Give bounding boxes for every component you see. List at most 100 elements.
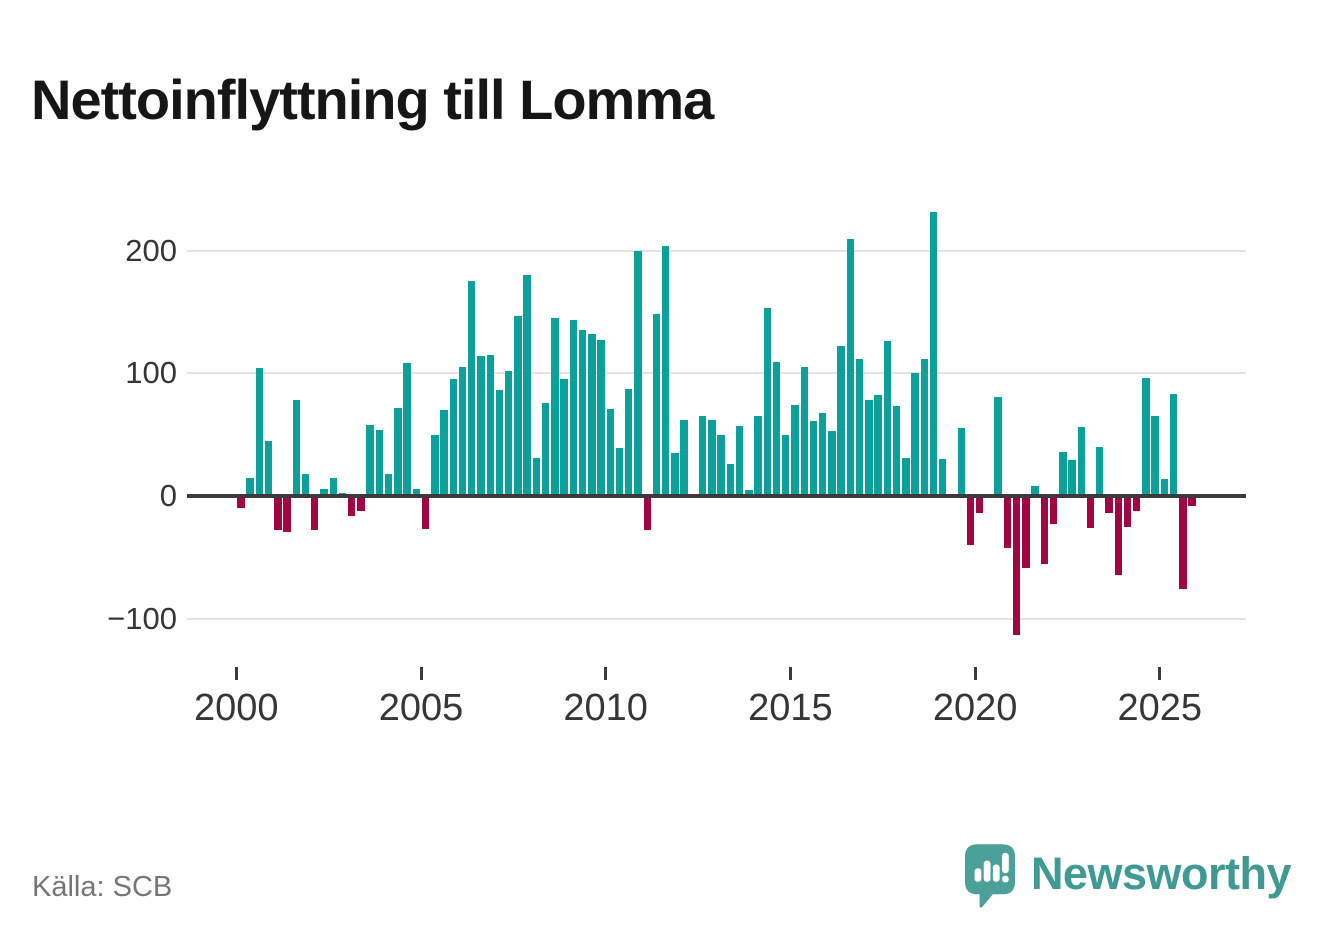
- newsworthy-speech-bubble-chart-icon: [964, 843, 1016, 909]
- bar-2025Q2: [1169, 394, 1178, 494]
- bar-2019Q4: [966, 498, 975, 546]
- bar-2018Q1: [902, 457, 910, 494]
- zero-axis-line: [187, 494, 1246, 498]
- bar-2001Q1: [274, 498, 282, 531]
- bar-2010Q2: [615, 448, 624, 494]
- x-axis-label-2005: 2005: [378, 687, 464, 729]
- bar-2016Q1: [828, 430, 836, 494]
- bar-2010Q1: [606, 408, 614, 494]
- bar-2008Q4: [560, 379, 568, 494]
- bar-2011Q2: [652, 314, 661, 494]
- bar-2010Q3: [625, 389, 633, 494]
- bar-2003Q3: [366, 424, 374, 494]
- brand-logo: Newsworthy: [964, 842, 1292, 910]
- bar-2019Q3: [957, 428, 965, 494]
- bar-2015Q2: [800, 367, 808, 494]
- bar-2008Q1: [532, 457, 541, 494]
- bar-2003Q4: [375, 429, 384, 494]
- bar-2000Q3: [255, 368, 264, 494]
- bar-2012Q1: [680, 419, 688, 494]
- x-axis-label-2010: 2010: [563, 687, 648, 729]
- bar-2004Q4: [412, 488, 421, 494]
- bar-2005Q4: [449, 379, 457, 494]
- bar-2007Q2: [505, 370, 513, 494]
- bar-2018Q4: [929, 212, 938, 494]
- bar-2011Q3: [662, 245, 670, 494]
- bar-2016Q4: [855, 358, 864, 494]
- gridline-y-100: [187, 372, 1246, 375]
- bar-2015Q3: [809, 421, 818, 494]
- bar-2018Q2: [911, 373, 919, 494]
- bar-2025Q1: [1160, 478, 1169, 494]
- x-axis-tick-2015: [788, 667, 792, 680]
- bar-2013Q1: [717, 434, 725, 494]
- bar-2013Q2: [726, 464, 735, 494]
- bar-2021Q4: [1040, 498, 1049, 564]
- bar-2024Q4: [1151, 416, 1159, 494]
- gridline-y--100: [187, 617, 1246, 620]
- bar-2021Q3: [1031, 486, 1039, 494]
- bar-2021Q2: [1022, 498, 1030, 569]
- bar-2008Q3: [551, 318, 559, 494]
- page-title: Nettoinflyttning till Lomma: [31, 67, 714, 131]
- bar-2004Q3: [403, 363, 411, 494]
- bar-2014Q1: [754, 416, 762, 494]
- bar-2014Q3: [772, 362, 781, 494]
- bar-2003Q2: [357, 498, 365, 511]
- gridline-y-200: [187, 249, 1246, 252]
- bar-2001Q2: [283, 498, 291, 532]
- bar-2018Q3: [920, 358, 928, 494]
- bar-2022Q3: [1068, 460, 1076, 494]
- x-axis-label-2025: 2025: [1117, 687, 1203, 729]
- y-axis-label-200: 200: [125, 232, 177, 268]
- bar-2005Q3: [440, 410, 448, 494]
- bar-2020Q1: [976, 498, 984, 514]
- bar-2016Q2: [837, 346, 845, 494]
- bar-2024Q3: [1142, 378, 1150, 494]
- bar-2007Q3: [514, 315, 522, 494]
- bar-2011Q4: [671, 453, 679, 494]
- bar-2000Q1: [237, 498, 245, 509]
- bar-2023Q2: [1096, 446, 1104, 494]
- x-axis-label-2000: 2000: [194, 687, 279, 729]
- x-axis-tick-2005: [419, 667, 423, 680]
- x-axis-label-2020: 2020: [932, 687, 1018, 729]
- bar-2012Q4: [708, 419, 716, 494]
- bar-2022Q1: [1049, 498, 1058, 525]
- x-axis-tick-2000: [234, 667, 238, 680]
- bar-2000Q2: [246, 477, 254, 494]
- bar-2019Q1: [939, 459, 947, 494]
- x-axis-tick-2020: [973, 667, 977, 680]
- bar-2024Q2: [1132, 498, 1141, 511]
- bar-2006Q3: [477, 356, 485, 494]
- bar-2009Q1: [569, 320, 578, 494]
- bar-2014Q2: [763, 308, 771, 494]
- bar-2013Q4: [745, 489, 753, 494]
- bar-2023Q3: [1105, 498, 1113, 514]
- bar-2001Q4: [301, 473, 310, 494]
- bar-2011Q1: [643, 498, 651, 531]
- x-axis-label-2015: 2015: [748, 687, 833, 729]
- x-axis-tick-2010: [604, 667, 608, 680]
- x-axis-tick-2025: [1158, 667, 1162, 680]
- bar-2025Q3: [1179, 498, 1187, 590]
- bar-2000Q4: [264, 440, 273, 494]
- bar-2023Q1: [1086, 498, 1095, 528]
- y-axis-label--100: −100: [107, 600, 177, 636]
- bar-2006Q4: [486, 354, 494, 494]
- bar-2003Q1: [348, 498, 356, 516]
- bar-2014Q4: [782, 434, 790, 494]
- bar-2006Q2: [468, 281, 476, 494]
- bar-2009Q4: [597, 340, 605, 494]
- bar-2009Q3: [588, 333, 596, 494]
- y-axis-label-0: 0: [159, 478, 177, 513]
- bar-2024Q1: [1123, 498, 1132, 527]
- bar-2025Q4: [1188, 498, 1196, 506]
- bar-2009Q2: [578, 330, 587, 494]
- bar-2002Q2: [320, 488, 328, 494]
- bar-2002Q4: [338, 492, 347, 494]
- y-axis-label-100: 100: [125, 355, 177, 391]
- bar-2006Q1: [458, 367, 467, 494]
- bar-2012Q3: [698, 416, 707, 494]
